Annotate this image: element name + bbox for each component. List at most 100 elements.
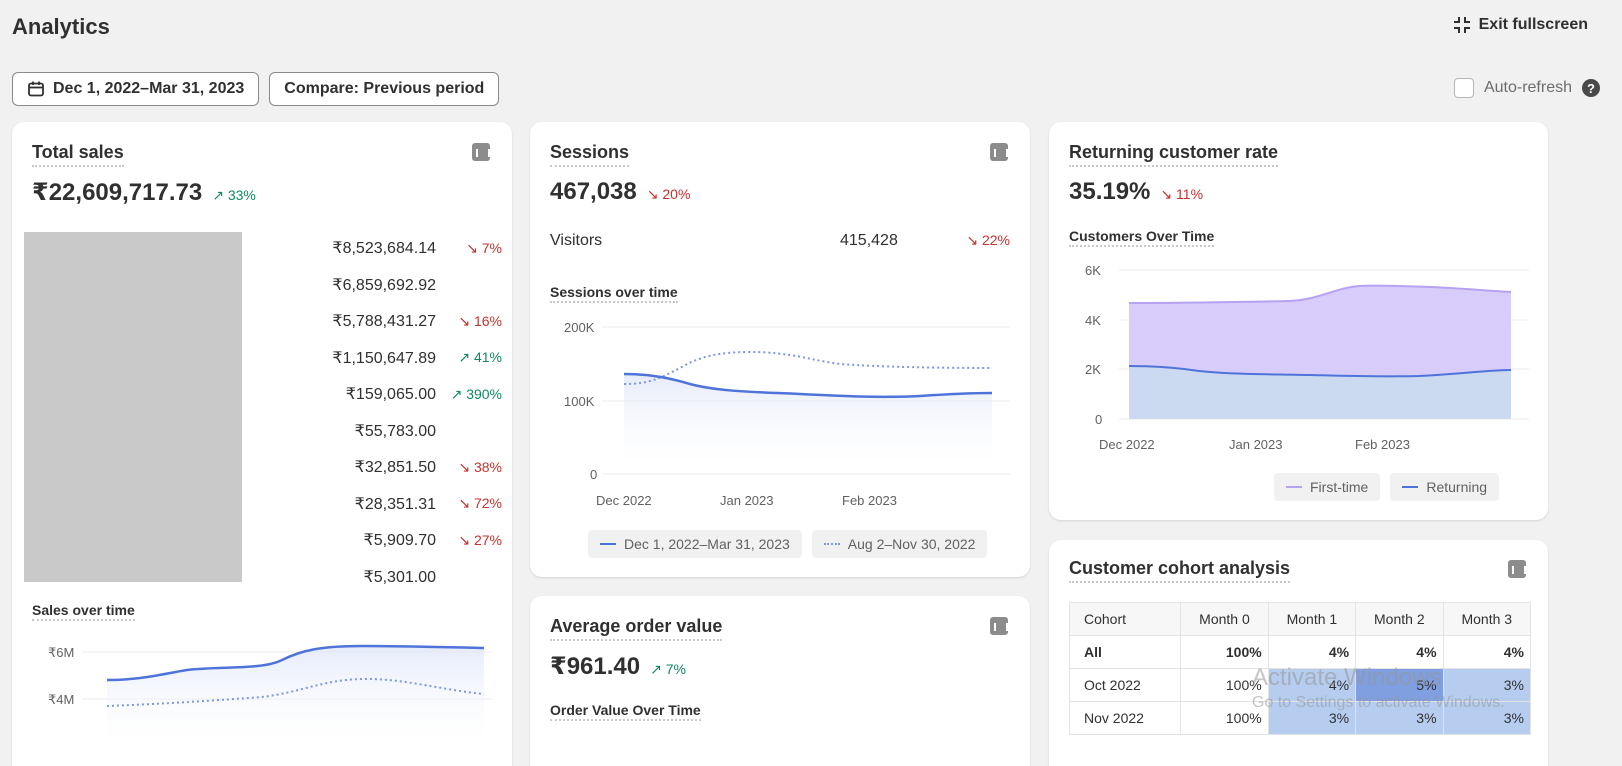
- toolbar: Dec 1, 2022–Mar 31, 2023 Compare: Previo…: [12, 72, 500, 106]
- aov-title[interactable]: Average order value: [550, 616, 723, 641]
- sales-breakdown-list: ₹8,523,684.14 ↘ 7% ₹6,859,692.92 ₹5,788,431…: [252, 230, 502, 595]
- y-tick-label: 4K: [1085, 313, 1101, 328]
- sessions-line-current: [623, 372, 993, 399]
- legend-item-previous[interactable]: Aug 2–Nov 30, 2022: [811, 530, 988, 558]
- sessions-value-row: 467,038 ↘ 20%: [550, 178, 690, 206]
- legend-item-returning[interactable]: Returning: [1390, 473, 1500, 501]
- sales-over-time-chart: ₹6M ₹4M: [48, 644, 492, 752]
- customers-over-time-title[interactable]: Customers Over Time: [1069, 228, 1215, 247]
- visitors-delta: ↘ 22%: [966, 232, 1010, 248]
- total-sales-title[interactable]: Total sales: [32, 142, 124, 167]
- column-header: Cohort: [1068, 602, 1182, 636]
- sales-change-value: 41%: [473, 349, 502, 366]
- arrow-down-icon: ↘: [458, 495, 474, 512]
- sales-amount: ₹5,301.00: [363, 568, 436, 586]
- sessions-line-previous: [623, 350, 993, 385]
- list-item: ₹1,150,647.89 ↗ 41%: [252, 340, 502, 377]
- date-range-button[interactable]: Dec 1, 2022–Mar 31, 2023: [12, 72, 260, 106]
- sales-change: ↘ 27%: [436, 532, 502, 549]
- list-item: ₹32,851.50 ↘ 38%: [252, 449, 502, 486]
- report-icon[interactable]: [472, 143, 490, 161]
- y-tick-label: ₹4M: [48, 692, 74, 707]
- help-icon[interactable]: ?: [1582, 79, 1600, 97]
- y-tick-label: 0: [590, 467, 597, 482]
- x-tick-label: Jan 2023: [1229, 437, 1283, 452]
- table-cell: 3%: [1267, 701, 1357, 735]
- legend-label: Dec 1, 2022–Mar 31, 2023: [624, 536, 790, 552]
- legend-label: Returning: [1426, 479, 1488, 495]
- exit-fullscreen-button[interactable]: Exit fullscreen: [1453, 16, 1588, 34]
- returning-customer-rate-card: Returning customer rate 35.19% ↘ 11% Cus…: [1049, 122, 1548, 520]
- y-tick-label: 2K: [1085, 362, 1101, 377]
- returning-delta: ↘ 11%: [1160, 186, 1204, 202]
- customers-legend: First-time Returning: [1274, 473, 1500, 501]
- sessions-value: 467,038: [550, 178, 637, 205]
- auto-refresh-toggle: Auto-refresh ?: [1453, 78, 1600, 98]
- arrow-down-icon: ↘: [458, 531, 474, 548]
- sessions-over-time-title[interactable]: Sessions over time: [550, 284, 678, 303]
- page-title: Analytics: [12, 14, 110, 39]
- compare-button[interactable]: Compare: Previous period: [269, 72, 500, 106]
- table-cell: Oct 2022: [1068, 668, 1182, 702]
- sales-change: ↘ 72%: [436, 495, 502, 512]
- column-header: Month 0: [1180, 602, 1269, 636]
- returning-value-row: 35.19% ↘ 11%: [1069, 178, 1203, 206]
- sales-change-value: 27%: [473, 531, 502, 548]
- report-icon[interactable]: [990, 143, 1008, 161]
- order-value-over-time-title[interactable]: Order Value Over Time: [550, 702, 701, 721]
- legend-item-current[interactable]: Dec 1, 2022–Mar 31, 2023: [588, 530, 802, 558]
- table-cell: 3%: [1442, 701, 1532, 735]
- legend-item-first-time[interactable]: First-time: [1274, 473, 1381, 501]
- cohort-table: Cohort Month 0 Month 1 Month 2 Month 3 A…: [1068, 602, 1532, 735]
- date-range-label: Dec 1, 2022–Mar 31, 2023: [53, 80, 245, 97]
- sales-amount: ₹28,351.31: [354, 495, 436, 513]
- sessions-over-time-chart: 200K 100K 0 Dec 2022 Jan 2023 Feb 2023: [564, 320, 1010, 508]
- sales-amount: ₹5,788,431.27: [332, 313, 436, 331]
- table-cell: Nov 2022: [1068, 701, 1182, 735]
- exit-fullscreen-icon: [1453, 17, 1470, 33]
- report-icon[interactable]: [990, 617, 1008, 635]
- sales-line-previous: [106, 677, 485, 707]
- legend-swatch: [600, 543, 616, 545]
- sales-change-value: 16%: [473, 312, 502, 329]
- table-cell: All: [1068, 635, 1182, 669]
- table-row: All 100% 4% 4% 4%: [1068, 635, 1532, 669]
- table-cell: 3%: [1442, 668, 1532, 702]
- aov-delta: ↗ 7%: [650, 661, 686, 677]
- customers-over-time-chart: 6K 4K 2K 0 Dec 2022 Jan 2023 Feb 2023: [1085, 263, 1529, 452]
- sales-amount: ₹6,859,692.92: [332, 276, 436, 294]
- report-icon[interactable]: [1508, 560, 1526, 578]
- y-tick-label: 200K: [564, 320, 595, 335]
- table-cell: 4%: [1442, 635, 1532, 669]
- sales-change: ↘ 38%: [436, 459, 502, 476]
- auto-refresh-checkbox[interactable]: [1453, 78, 1474, 98]
- legend-label: First-time: [1310, 479, 1369, 495]
- sessions-title[interactable]: Sessions: [550, 142, 630, 167]
- x-tick-label: Dec 2022: [596, 493, 652, 508]
- arrow-down-icon: ↘: [458, 312, 474, 329]
- visitors-row: Visitors 415,428 ↘ 22%: [550, 232, 1010, 250]
- table-cell: 4%: [1267, 635, 1357, 669]
- returning-title[interactable]: Returning customer rate: [1069, 142, 1279, 167]
- sessions-delta: ↘ 20%: [646, 186, 691, 202]
- customer-cohort-card: Customer cohort analysis Cohort Month 0 …: [1049, 540, 1548, 766]
- sessions-area: [624, 374, 992, 474]
- total-sales-value: ₹22,609,717.73: [32, 179, 203, 206]
- y-tick-label: 100K: [564, 394, 595, 409]
- aov-value: ₹961.40: [550, 653, 641, 680]
- sales-change-value: 72%: [473, 495, 502, 512]
- list-item: ₹5,788,431.27 ↘ 16%: [252, 303, 502, 340]
- returning-value: 35.19%: [1069, 178, 1151, 205]
- x-tick-label: Dec 2022: [1099, 437, 1155, 452]
- cohort-title[interactable]: Customer cohort analysis: [1069, 558, 1291, 583]
- table-header-row: Cohort Month 0 Month 1 Month 2 Month 3: [1068, 602, 1532, 636]
- compare-label: Compare: Previous period: [284, 80, 485, 97]
- auto-refresh-label: Auto-refresh: [1483, 79, 1572, 96]
- visitors-value: 415,428: [840, 232, 898, 249]
- sales-over-time-title[interactable]: Sales over time: [32, 602, 135, 621]
- sales-change-value: 390%: [466, 385, 502, 402]
- exit-fullscreen-label: Exit fullscreen: [1478, 16, 1588, 33]
- list-item: ₹6,859,692.92: [252, 267, 502, 304]
- legend-swatch: [823, 543, 840, 545]
- list-item: ₹159,065.00 ↗ 390%: [252, 376, 502, 413]
